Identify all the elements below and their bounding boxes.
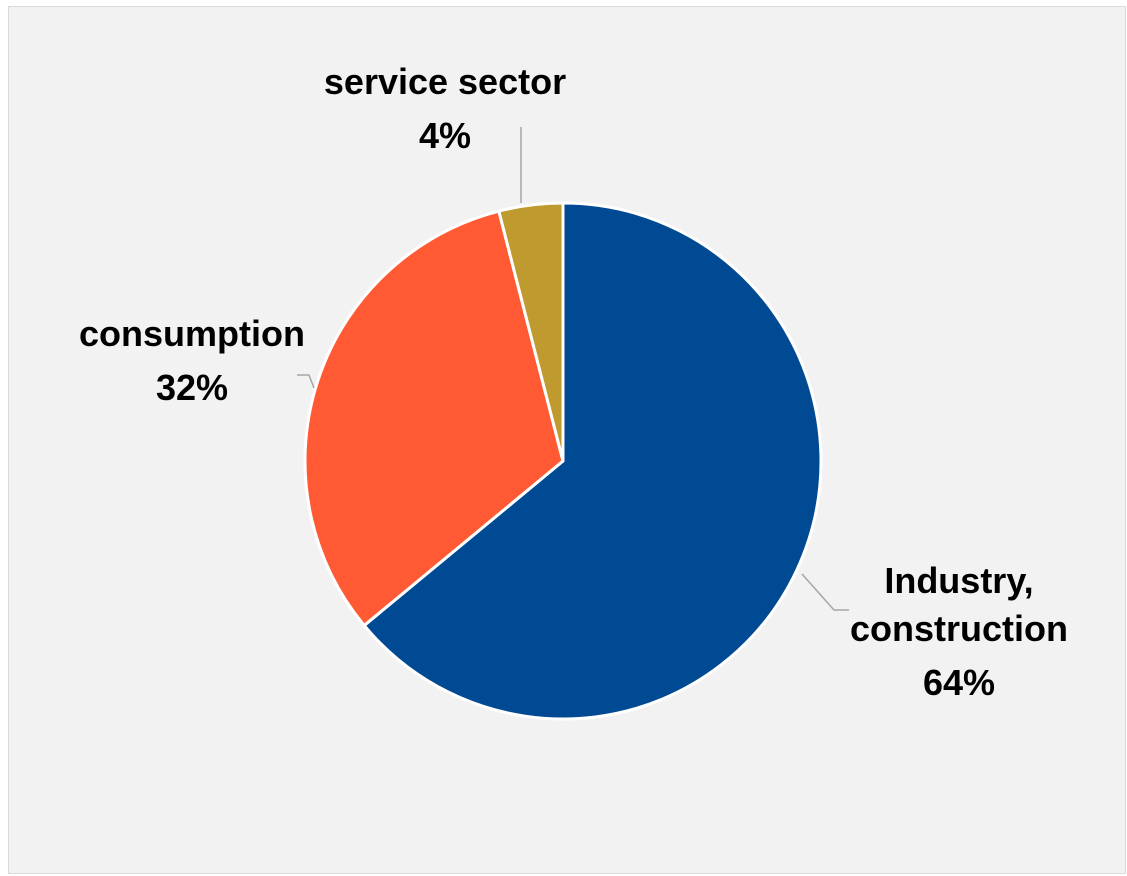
- data-label-industry-value: 64%: [923, 662, 995, 703]
- leader-line-consumption: [297, 374, 315, 389]
- pie-slices: [303, 201, 823, 721]
- chart-area: Industry, construction 64% consumption 3…: [8, 6, 1126, 874]
- data-label-consumption: consumption 32%: [79, 313, 305, 408]
- data-label-industry-name-1: Industry,: [884, 560, 1033, 601]
- data-label-consumption-name: consumption: [79, 313, 305, 354]
- data-label-industry-name-2: construction: [850, 608, 1068, 649]
- data-label-service: service sector 4%: [324, 61, 566, 156]
- pie-slice-service-sector: [497, 201, 565, 463]
- data-label-service-value: 4%: [419, 115, 471, 156]
- data-label-service-name: service sector: [324, 61, 566, 102]
- pie-slice-industry-construction: [362, 201, 823, 721]
- leader-lines: [297, 127, 849, 611]
- leader-line-industry: [801, 573, 849, 611]
- pie-chart: Industry, construction 64% consumption 3…: [79, 61, 1068, 721]
- data-label-consumption-value: 32%: [156, 367, 228, 408]
- data-label-industry: Industry, construction 64%: [850, 560, 1068, 703]
- pie-slice-consumption: [303, 209, 565, 627]
